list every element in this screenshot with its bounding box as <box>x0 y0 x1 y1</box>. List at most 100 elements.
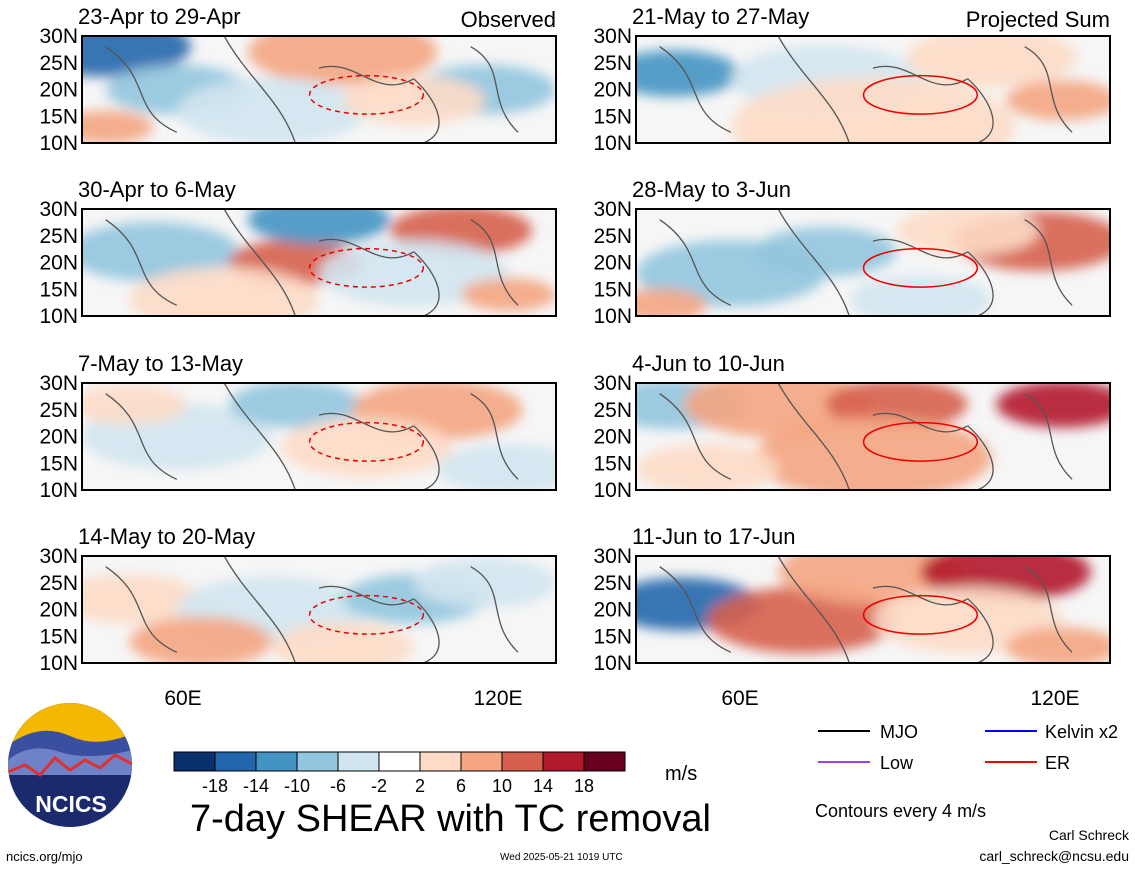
colorbar-tick-label: -6 <box>330 776 346 796</box>
lat-label: 25N <box>593 225 632 248</box>
panel-date-range: 7-May to 13-May <box>78 351 243 376</box>
lat-label: 15N <box>39 452 78 475</box>
footer-timestamp: Wed 2025-05-21 1019 UTC <box>500 852 623 863</box>
map-panel: 30N 25N 20N 15N 10N 14-May to 20-May <box>39 524 557 675</box>
map-panel: 30N 25N 20N 15N 10N 11-Jun to 17-Jun <box>593 524 1111 675</box>
lat-label: 15N <box>593 105 632 128</box>
lat-label: 10N <box>593 305 632 328</box>
panel-date-range: 30-Apr to 6-May <box>78 177 236 202</box>
colorbar: -18 -14 -10 -6 -2 2 6 10 14 18 <box>173 751 626 796</box>
lat-label: 25N <box>593 399 632 422</box>
colorbar-tick-label: 6 <box>456 776 466 796</box>
lon-label-right-60e: 60E <box>721 687 758 710</box>
lat-label: 30N <box>39 25 78 48</box>
lat-label: 30N <box>39 545 78 568</box>
lat-label: 30N <box>39 198 78 221</box>
lat-label: 10N <box>39 652 78 675</box>
colorbar-swatch <box>296 751 339 772</box>
lat-label: 25N <box>39 399 78 422</box>
colorbar-tick-label: 2 <box>415 776 425 796</box>
panel-date-range: 23-Apr to 29-Apr <box>78 4 241 29</box>
colorbar-tick-label: 18 <box>574 776 594 796</box>
colorbar-swatch <box>460 751 503 772</box>
footer-author: Carl Schreck <box>1048 827 1129 843</box>
figure-title: 7-day SHEAR with TC removal <box>190 798 711 840</box>
colorbar-tick-label: -14 <box>243 776 269 796</box>
panel-date-range: 11-Jun to 17-Jun <box>632 524 795 549</box>
panel-tag: Projected Sum <box>966 7 1110 32</box>
colorbar-tick-label: -2 <box>371 776 387 796</box>
lat-label: 15N <box>593 452 632 475</box>
lat-label: 20N <box>39 426 78 449</box>
map-panel: 30N 25N 20N 15N 10N 4-Jun to 10-Jun <box>593 351 1111 502</box>
lat-label: 15N <box>593 278 632 301</box>
logo-text: NCICS <box>35 791 107 817</box>
lat-label: 25N <box>593 572 632 595</box>
ncics-logo: NCICS <box>8 703 132 827</box>
lat-label: 30N <box>593 25 632 48</box>
lat-label: 30N <box>593 198 632 221</box>
colorbar-swatch <box>378 751 421 772</box>
lat-label: 25N <box>39 572 78 595</box>
lat-label: 20N <box>39 252 78 275</box>
lat-label: 15N <box>39 105 78 128</box>
lat-label: 20N <box>593 252 632 275</box>
colorbar-swatch <box>173 751 216 772</box>
colorbar-tick-label: 10 <box>492 776 512 796</box>
lat-label: 20N <box>39 599 78 622</box>
lat-label: 10N <box>39 479 78 502</box>
colorbar-tick-label: -10 <box>284 776 310 796</box>
map-panel: 30N 25N 20N 15N 10N 28-May to 3-Jun <box>593 177 1111 328</box>
lat-label: 20N <box>593 426 632 449</box>
legend-label-mjo: MJO <box>880 722 918 742</box>
panel-date-range: 14-May to 20-May <box>78 524 255 549</box>
lon-label-left-120e: 120E <box>473 687 522 710</box>
colorbar-swatch <box>214 751 257 772</box>
lon-label-right-120e: 120E <box>1030 687 1079 710</box>
lat-label: 10N <box>593 479 632 502</box>
map-panel: 30N 25N 20N 15N 10N 23-Apr to 29-Apr Observed <box>39 4 557 155</box>
lat-label: 10N <box>39 305 78 328</box>
panel-date-range: 21-May to 27-May <box>632 4 809 29</box>
colorbar-swatch <box>583 751 626 772</box>
colorbar-swatch <box>542 751 585 772</box>
lat-label: 30N <box>39 372 78 395</box>
legend-label-er: ER <box>1045 753 1070 773</box>
lat-label: 20N <box>39 79 78 102</box>
lat-label: 10N <box>39 132 78 155</box>
lat-label: 15N <box>593 625 632 648</box>
colorbar-units: m/s <box>665 763 698 785</box>
panel-date-range: 4-Jun to 10-Jun <box>632 351 785 376</box>
lat-label: 30N <box>593 545 632 568</box>
colorbar-tick-label: 14 <box>533 776 553 796</box>
legend: MJO Kelvin x2 Low ER <box>818 722 1118 773</box>
lat-label: 15N <box>39 278 78 301</box>
map-panel: 30N 25N 20N 15N 10N 21-May to 27-May Projected… <box>593 4 1111 155</box>
lat-label: 25N <box>593 52 632 75</box>
colorbar-tick-label: -18 <box>202 776 228 796</box>
legend-label-low: Low <box>880 753 914 773</box>
colorbar-swatch <box>419 751 462 772</box>
map-panel: 30N 25N 20N 15N 10N 7-May to 13-May <box>39 351 557 502</box>
lat-label: 30N <box>593 372 632 395</box>
colorbar-swatch <box>255 751 298 772</box>
footer-email[interactable]: carl_schreck@ncsu.edu <box>979 848 1129 864</box>
colorbar-swatch <box>337 751 380 772</box>
lat-label: 20N <box>593 79 632 102</box>
legend-label-kelvin: Kelvin x2 <box>1045 722 1118 742</box>
panel-date-range: 28-May to 3-Jun <box>632 177 791 202</box>
panel-tag: Observed <box>461 7 556 32</box>
map-panel: 30N 25N 20N 15N 10N 30-Apr to 6-May <box>39 177 557 328</box>
lon-label-left-60e: 60E <box>164 687 201 710</box>
lat-label: 10N <box>593 132 632 155</box>
contours-note: Contours every 4 m/s <box>815 801 987 821</box>
lat-label: 20N <box>593 599 632 622</box>
footer-url[interactable]: ncics.org/mjo <box>6 849 83 864</box>
lat-label: 25N <box>39 225 78 248</box>
lat-label: 15N <box>39 625 78 648</box>
colorbar-swatch <box>501 751 544 772</box>
lat-label: 10N <box>593 652 632 675</box>
lat-label: 25N <box>39 52 78 75</box>
